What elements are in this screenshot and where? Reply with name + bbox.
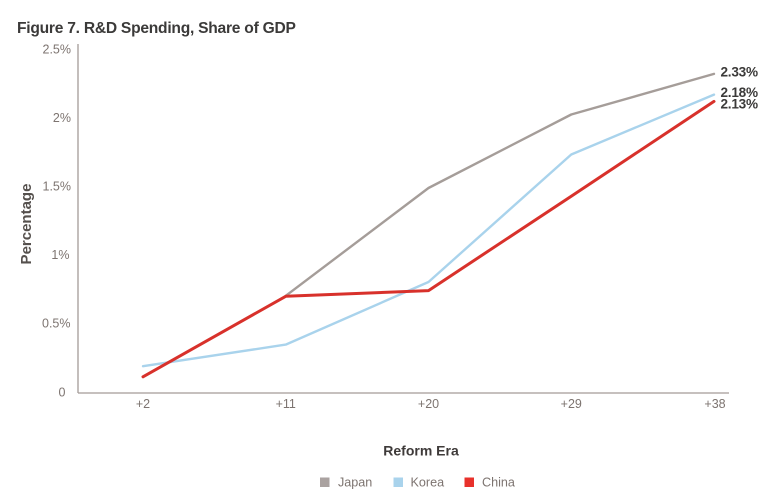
svg-text:China: China xyxy=(482,476,515,490)
svg-text:Japan: Japan xyxy=(338,476,372,490)
svg-text:2.13%: 2.13% xyxy=(721,97,758,112)
svg-text:Figure 7. R&D Spending, Share: Figure 7. R&D Spending, Share of GDP xyxy=(17,20,296,37)
svg-text:+20: +20 xyxy=(418,397,439,411)
svg-text:+29: +29 xyxy=(561,397,582,411)
svg-text:+2: +2 xyxy=(136,397,150,411)
svg-text:Reform Era: Reform Era xyxy=(383,443,459,459)
svg-text:+11: +11 xyxy=(276,397,296,411)
svg-text:2%: 2% xyxy=(53,111,71,125)
svg-text:1%: 1% xyxy=(51,248,69,262)
svg-text:0.5%: 0.5% xyxy=(42,317,71,331)
svg-text:+38: +38 xyxy=(704,397,725,411)
svg-text:Percentage: Percentage xyxy=(18,184,35,265)
svg-text:2.18%: 2.18% xyxy=(721,85,758,100)
svg-text:2.33%: 2.33% xyxy=(721,64,758,79)
svg-text:1.5%: 1.5% xyxy=(43,180,72,194)
svg-text:Korea: Korea xyxy=(411,476,445,490)
svg-text:2.5%: 2.5% xyxy=(43,43,72,57)
svg-text:0: 0 xyxy=(59,386,66,400)
